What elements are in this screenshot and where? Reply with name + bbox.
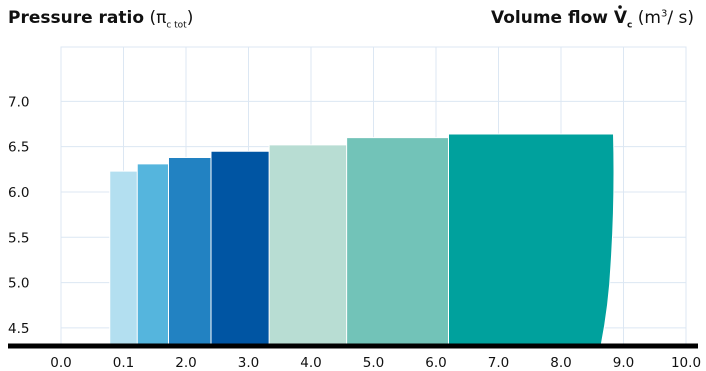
x-tick-labels: 0.0 0.1 2.0 3.0 4.0 5.0 6.0 7.0 8.0 9.0 10.0 — [50, 355, 701, 371]
series-area-4 — [210, 150, 280, 347]
series-area-1 — [109, 170, 139, 347]
x-axis-title-sub: c — [627, 20, 633, 31]
x-tick-label: 2.0 — [175, 355, 196, 371]
y-tick-label: 5.0 — [8, 276, 29, 292]
x-tick-label: 3.0 — [238, 355, 259, 371]
x-axis-title: Volume flow Vc (m3/ s) — [491, 8, 694, 30]
y-axis-title: Pressure ratio (πc tot) — [8, 8, 193, 30]
y-axis: 4.5 5.0 5.5 6.0 6.5 7.0 — [8, 94, 29, 337]
dot-accent — [618, 5, 622, 9]
x-tick-label: 9.0 — [613, 355, 634, 371]
x-tick-label: 8.0 — [550, 355, 571, 371]
series-areas — [109, 133, 615, 347]
y-tick-label: 6.5 — [8, 140, 29, 156]
x-tick-label: 5.0 — [363, 355, 384, 371]
x-tick-label: 10.0 — [671, 355, 701, 371]
x-axis-unit: (m3/ s) — [637, 8, 694, 28]
series-area-7 — [448, 133, 615, 347]
y-tick-label: 4.5 — [8, 321, 29, 337]
x-tick-label: 0.0 — [50, 355, 71, 371]
y-axis-title-main: Pressure ratio — [8, 8, 145, 28]
y-tick-label: 6.0 — [8, 185, 29, 201]
x-axis-title-main: Volume flow Vc — [490, 8, 633, 31]
x-tick-label: 0.1 — [113, 355, 134, 371]
y-tick-label: 7.0 — [8, 94, 29, 110]
x-tick-label: 4.0 — [300, 355, 321, 371]
y-axis-unit: (πc tot) — [149, 8, 194, 31]
y-tick-label: 5.5 — [8, 230, 29, 246]
x-tick-label: 7.0 — [488, 355, 509, 371]
x-tick-label: 6.0 — [425, 355, 446, 371]
x-title-dot — [618, 5, 622, 9]
